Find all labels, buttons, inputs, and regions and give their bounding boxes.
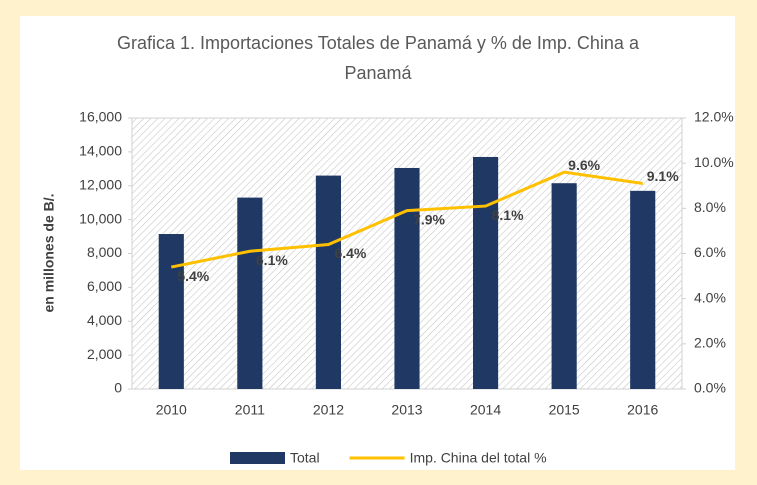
bar bbox=[158, 234, 184, 389]
data-label: 8.1% bbox=[492, 207, 524, 223]
y2-tick-label: 2.0% bbox=[694, 335, 726, 351]
bar bbox=[551, 183, 577, 389]
bar bbox=[473, 156, 499, 389]
bar bbox=[394, 167, 420, 389]
y-tick-label: 0 bbox=[114, 380, 122, 396]
y-tick-label: 4,000 bbox=[87, 312, 122, 328]
bar bbox=[630, 190, 656, 389]
y2-tick-label: 4.0% bbox=[694, 289, 726, 305]
legend-label: Total bbox=[290, 450, 320, 466]
y-tick-label: 14,000 bbox=[79, 143, 122, 159]
data-label: 7.9% bbox=[413, 211, 445, 227]
y-tick-label: 6,000 bbox=[87, 278, 122, 294]
y-tick-label: 12,000 bbox=[79, 176, 122, 192]
x-tick-label: 2011 bbox=[235, 402, 265, 418]
data-label: 6.4% bbox=[334, 245, 366, 261]
y-tick-label: 2,000 bbox=[87, 346, 122, 362]
y2-tick-label: 10.0% bbox=[694, 154, 734, 170]
data-label: 5.4% bbox=[177, 268, 209, 284]
y2-tick-label: 0.0% bbox=[694, 380, 726, 396]
chart-title: Grafica 1. Importaciones Totales de Pana… bbox=[117, 33, 639, 83]
y2-tick-label: 6.0% bbox=[694, 244, 726, 260]
y2-tick-label: 8.0% bbox=[694, 199, 726, 215]
y-tick-label: 10,000 bbox=[79, 210, 122, 226]
bar bbox=[237, 197, 263, 389]
y-tick-label: 16,000 bbox=[79, 109, 122, 125]
x-tick-label: 2016 bbox=[627, 402, 658, 418]
x-tick-label: 2013 bbox=[391, 402, 422, 418]
bar bbox=[315, 175, 341, 389]
data-label: 6.1% bbox=[256, 252, 288, 268]
x-tick-label: 2014 bbox=[470, 402, 501, 418]
legend-label: Imp. China del total % bbox=[410, 450, 547, 466]
y2-tick-label: 12.0% bbox=[694, 109, 734, 125]
y-tick-label: 8,000 bbox=[87, 244, 122, 260]
x-tick-label: 2015 bbox=[549, 402, 580, 418]
data-label: 9.6% bbox=[568, 157, 600, 173]
x-tick-label: 2012 bbox=[313, 402, 344, 418]
line bbox=[170, 170, 643, 269]
data-label: 9.1% bbox=[647, 168, 679, 184]
legend-swatch bbox=[230, 452, 285, 464]
y-axis-label: en millones de B/. bbox=[41, 193, 57, 312]
x-tick-label: 2010 bbox=[156, 402, 187, 418]
